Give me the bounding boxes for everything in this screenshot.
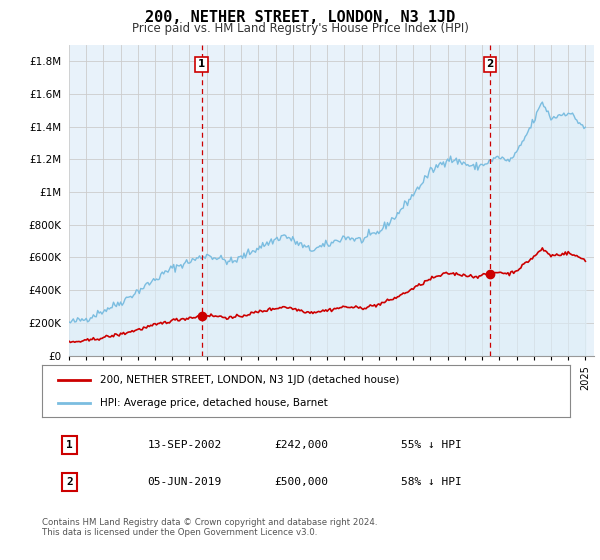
Text: Contains HM Land Registry data © Crown copyright and database right 2024.
This d: Contains HM Land Registry data © Crown c… bbox=[42, 518, 377, 538]
Text: 1: 1 bbox=[198, 59, 205, 69]
Text: 200, NETHER STREET, LONDON, N3 1JD: 200, NETHER STREET, LONDON, N3 1JD bbox=[145, 10, 455, 25]
Text: 58% ↓ HPI: 58% ↓ HPI bbox=[401, 477, 462, 487]
Text: 2: 2 bbox=[486, 59, 493, 69]
Text: 2: 2 bbox=[66, 477, 73, 487]
Text: 1: 1 bbox=[66, 440, 73, 450]
Text: Price paid vs. HM Land Registry's House Price Index (HPI): Price paid vs. HM Land Registry's House … bbox=[131, 22, 469, 35]
Text: 55% ↓ HPI: 55% ↓ HPI bbox=[401, 440, 462, 450]
Text: £500,000: £500,000 bbox=[274, 477, 328, 487]
Text: 13-SEP-2002: 13-SEP-2002 bbox=[148, 440, 222, 450]
Text: £242,000: £242,000 bbox=[274, 440, 328, 450]
Text: HPI: Average price, detached house, Barnet: HPI: Average price, detached house, Barn… bbox=[100, 398, 328, 408]
Text: 200, NETHER STREET, LONDON, N3 1JD (detached house): 200, NETHER STREET, LONDON, N3 1JD (deta… bbox=[100, 375, 400, 385]
Text: 05-JUN-2019: 05-JUN-2019 bbox=[148, 477, 222, 487]
